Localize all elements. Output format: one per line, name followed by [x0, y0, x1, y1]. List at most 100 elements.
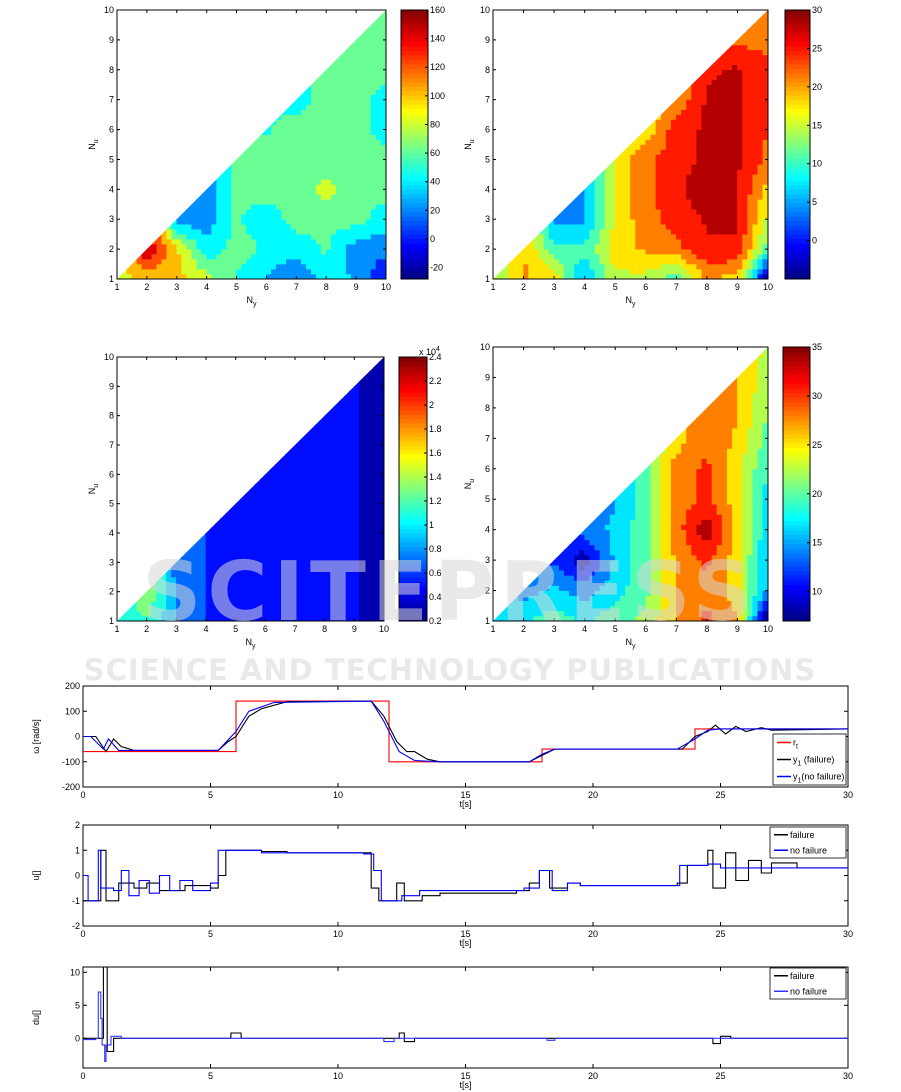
contour-cell — [335, 124, 342, 130]
y-axis-label-main: N — [463, 143, 473, 150]
contour-cell — [670, 134, 677, 140]
contour-cell — [378, 415, 384, 421]
contour-cell — [196, 223, 202, 230]
contour-cell — [206, 189, 212, 195]
x-tick-label: 7 — [292, 624, 297, 634]
contour-cell — [701, 169, 708, 175]
contour-cell — [274, 552, 281, 558]
contour-cell — [301, 184, 307, 190]
contour-cell — [711, 119, 718, 125]
contour-cell — [269, 459, 276, 465]
contour-cell — [117, 268, 123, 275]
contour-cell — [721, 243, 728, 250]
contour-cell — [620, 198, 626, 205]
contour-cell — [121, 268, 128, 275]
contour-cell — [281, 129, 287, 135]
contour-cell — [225, 562, 232, 568]
contour-cell — [301, 213, 307, 220]
contour-cell — [368, 449, 375, 456]
colorbar-swatch — [401, 23, 428, 29]
contour-cell — [220, 537, 227, 544]
contour-cell — [230, 610, 236, 617]
contour-cell — [274, 508, 281, 514]
contour-cell — [370, 139, 377, 145]
contour-cell — [291, 139, 297, 145]
contour-cell — [630, 164, 636, 170]
contour-cell — [609, 248, 616, 255]
contour-cell — [696, 223, 703, 230]
colorbar-swatch — [399, 511, 427, 516]
contour-cell — [206, 223, 212, 230]
contour-cell — [635, 189, 641, 195]
contour-cell — [368, 542, 375, 548]
contour-cell — [716, 69, 723, 76]
contour-cell — [256, 134, 262, 140]
contour-cell — [349, 444, 355, 451]
contour-cell — [354, 606, 360, 612]
contour-cell — [370, 273, 377, 279]
contour-cell — [334, 444, 340, 451]
contour-cell — [370, 198, 377, 205]
contour-cell — [335, 263, 342, 270]
contour-cell — [281, 243, 287, 250]
contour-cell — [732, 79, 738, 86]
contour-cell — [324, 576, 330, 583]
contour-cell — [757, 258, 764, 265]
contour-cell — [762, 49, 768, 56]
contour-cell — [315, 109, 322, 115]
contour-cell — [271, 213, 277, 220]
contour-cell — [314, 576, 321, 583]
contour-cell — [726, 218, 733, 225]
contour-cell — [370, 119, 377, 125]
contour-cell — [574, 208, 580, 215]
contour-cell — [235, 503, 241, 509]
contour-cell — [294, 444, 301, 451]
contour-cell — [220, 527, 227, 534]
contour-cell — [284, 513, 291, 519]
contour-cell — [309, 454, 316, 460]
contour-cell — [676, 144, 682, 150]
contour-cell — [201, 248, 207, 255]
contour-cell — [314, 537, 321, 544]
contour-cell — [340, 154, 347, 160]
contour-cell — [558, 208, 565, 215]
contour-cell — [375, 39, 382, 46]
contour-cell — [284, 571, 291, 578]
contour-cell — [358, 581, 365, 588]
contour-cell — [370, 189, 377, 195]
contour-cell — [650, 238, 657, 245]
colorbar-swatch — [785, 32, 810, 38]
contour-cell — [747, 129, 754, 135]
contour-cell — [291, 179, 297, 185]
contour-cell — [691, 263, 698, 270]
contour-cell — [701, 154, 708, 160]
contour-cell — [360, 39, 367, 46]
contour-cell — [373, 395, 380, 402]
contour-cell — [349, 390, 355, 397]
contour-cell — [324, 542, 330, 548]
contour-cell — [507, 258, 514, 265]
contour-cell — [360, 129, 367, 135]
contour-cell — [315, 208, 322, 215]
contour-cell — [185, 576, 192, 583]
contour-cell — [299, 449, 306, 456]
contour-cell — [350, 59, 357, 66]
contour-cell — [281, 174, 287, 180]
contour-cell — [334, 615, 340, 621]
contour-cell — [151, 591, 157, 597]
contour-cell — [368, 571, 375, 578]
contour-cell — [620, 194, 626, 200]
contour-cell — [349, 400, 355, 407]
contour-cell — [344, 576, 350, 583]
contour-cell — [737, 34, 743, 41]
contour-cell — [166, 586, 172, 592]
contour-cell — [309, 498, 316, 504]
contour-cell — [186, 218, 193, 225]
contour-cell — [721, 248, 728, 255]
contour-cell — [226, 159, 232, 165]
contour-cell — [220, 552, 227, 558]
contour-cell — [349, 415, 355, 421]
contour-cell — [670, 179, 677, 185]
contour-cell — [681, 154, 687, 160]
